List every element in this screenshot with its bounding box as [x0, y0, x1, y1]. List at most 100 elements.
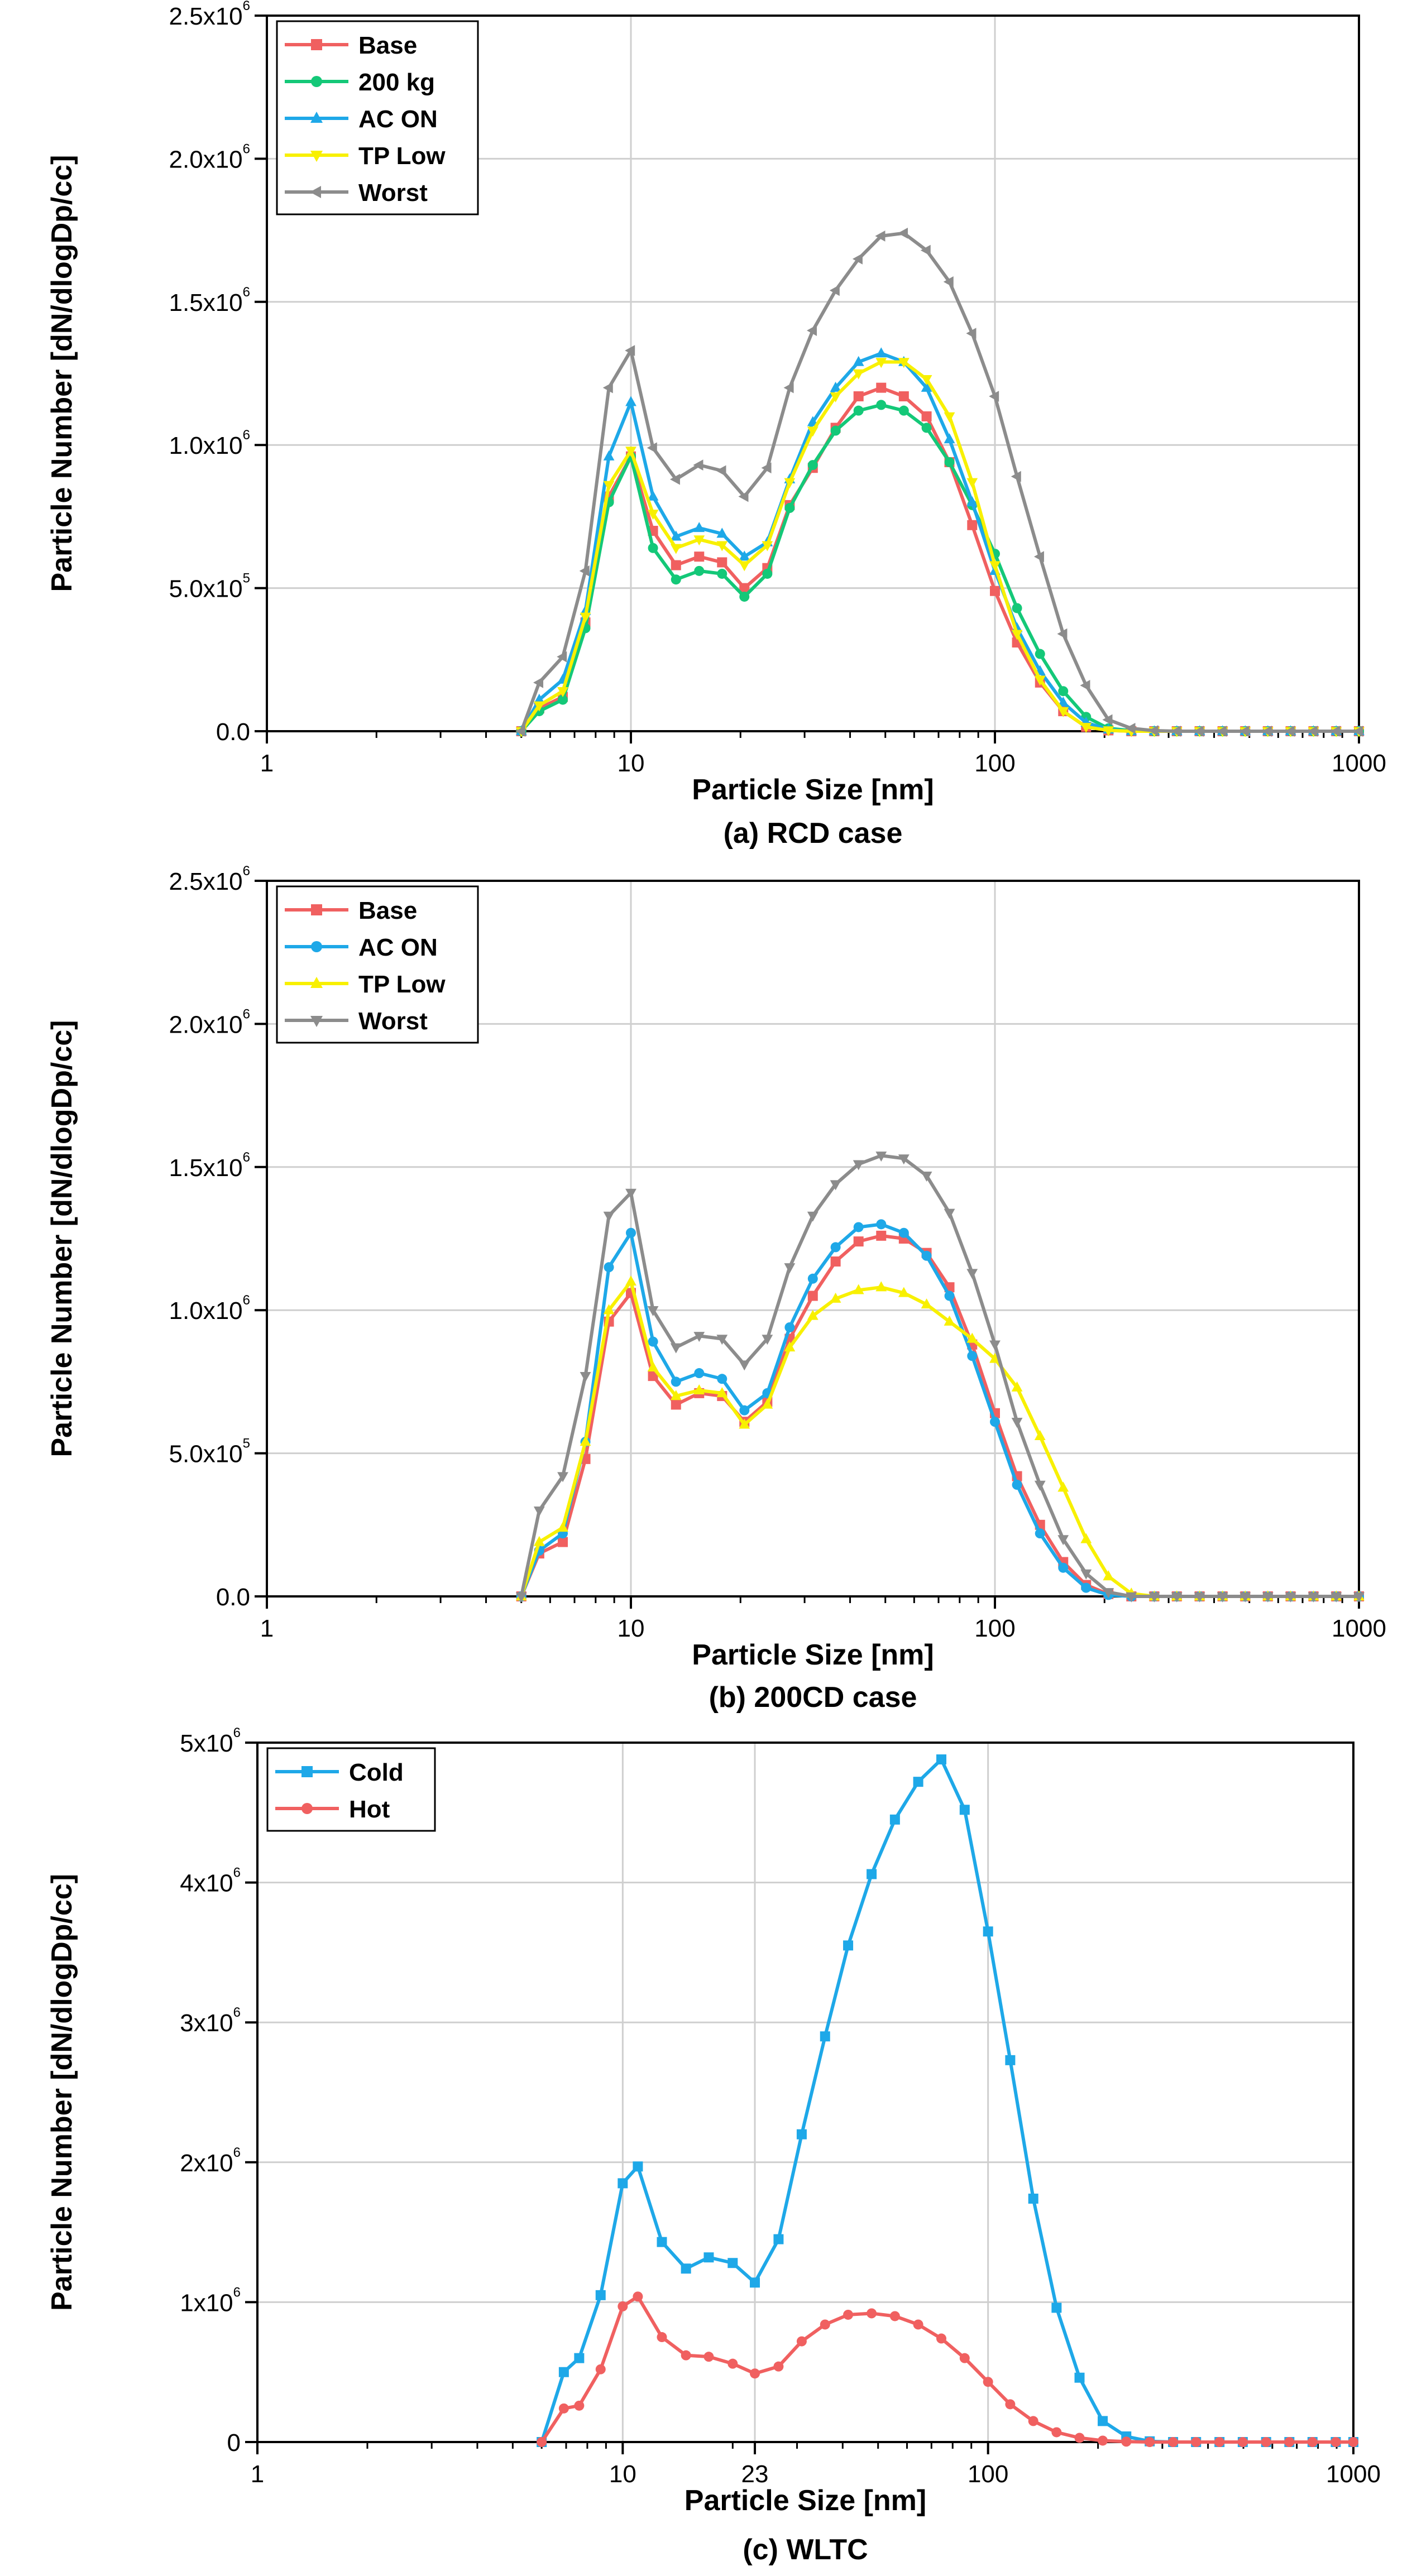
data-point — [944, 1208, 955, 1219]
data-point — [1080, 723, 1092, 733]
legend-label: Worst — [358, 179, 428, 207]
x-tick-label: 1000 — [1326, 2460, 1381, 2488]
data-point — [1057, 696, 1069, 707]
legend: Base 200 kg AC ON TP Low Worst — [276, 20, 479, 215]
data-point — [807, 1211, 819, 1222]
data-point — [898, 1227, 909, 1238]
data-point — [1057, 628, 1068, 640]
legend-label: Base — [358, 897, 417, 924]
data-point — [603, 481, 615, 491]
chart-panel-a: 1 10 100 10000.05.0x1051.0x1061.5x1062.0x10… — [46, 0, 1386, 850]
data-point — [1080, 1533, 1092, 1543]
y-tick-mantissa: 2.0x10 — [169, 1011, 243, 1038]
data-point — [853, 1160, 864, 1171]
x-tick-label: 1000 — [1332, 1615, 1386, 1642]
data-point — [533, 1506, 545, 1517]
data-point — [820, 2319, 830, 2330]
data-point — [669, 473, 680, 485]
data-point — [557, 1522, 568, 1532]
x-tick-label: 10 — [609, 2460, 636, 2488]
data-point — [717, 557, 727, 568]
data-point — [580, 1436, 591, 1446]
data-point — [693, 522, 705, 533]
data-point — [806, 325, 817, 336]
data-point — [876, 400, 887, 410]
y-tick-exponent: 6 — [243, 285, 250, 300]
data-point — [1171, 1592, 1183, 1603]
data-point — [301, 1803, 313, 1814]
data-point — [875, 358, 887, 368]
data-point — [738, 491, 749, 502]
data-point — [580, 1371, 591, 1382]
data-point — [1012, 1480, 1022, 1490]
data-point — [1098, 2416, 1108, 2426]
data-point — [603, 450, 615, 460]
data-point — [648, 1371, 658, 1381]
data-point — [853, 356, 864, 366]
data-point — [1011, 1417, 1023, 1428]
y-tick-exponent: 6 — [243, 0, 250, 13]
data-point — [574, 2400, 585, 2411]
data-point — [875, 1281, 887, 1292]
data-point — [1057, 1481, 1069, 1492]
y-tick-exponent: 6 — [233, 1725, 241, 1740]
y-tick-label: 5.0x105 — [169, 1436, 250, 1468]
data-point — [1262, 1592, 1274, 1603]
data-point — [574, 2353, 585, 2363]
data-point — [967, 1351, 978, 1361]
data-point — [739, 583, 750, 593]
data-point — [1193, 726, 1204, 737]
data-point — [558, 694, 568, 705]
y-tick-label: 2.0x106 — [169, 1006, 250, 1038]
data-point — [557, 687, 568, 698]
legend-item: Worst — [285, 1008, 428, 1035]
legend-box — [266, 1747, 436, 1832]
y-tick-mantissa: 2.5x10 — [169, 3, 243, 30]
data-point — [1057, 1535, 1069, 1546]
data-point — [1035, 1528, 1045, 1539]
y-tick-mantissa: 3x10 — [180, 2009, 233, 2037]
data-point — [1239, 726, 1250, 737]
y-tick-mantissa: 5.0x10 — [169, 575, 243, 603]
data-point — [671, 560, 681, 570]
data-point — [921, 381, 932, 392]
data-point — [1148, 725, 1159, 736]
data-point — [983, 1926, 993, 1937]
y-tick-exponent: 6 — [243, 1006, 250, 1021]
data-point — [1330, 1592, 1342, 1603]
series-line — [519, 1154, 1359, 1598]
legend-label: TP Low — [358, 971, 446, 998]
data-point — [647, 1361, 659, 1371]
y-tick-exponent: 6 — [243, 428, 250, 443]
y-tick-exponent: 6 — [243, 864, 250, 879]
data-point — [681, 2350, 691, 2361]
data-point — [1051, 2302, 1062, 2313]
data-point — [557, 1472, 568, 1483]
data-point — [716, 1387, 728, 1398]
data-point — [716, 465, 726, 477]
data-point — [681, 2263, 691, 2274]
data-point — [966, 478, 978, 488]
series-worst — [515, 1152, 1365, 1603]
data-point — [944, 433, 955, 444]
data-point — [898, 405, 909, 416]
legend: Cold Hot — [266, 1747, 436, 1832]
axis-frame — [256, 1742, 1354, 2443]
data-point — [796, 2336, 807, 2347]
data-point — [739, 550, 750, 561]
legend-item: Cold — [275, 1759, 404, 1786]
y-tick-label: 2.0x106 — [169, 141, 250, 173]
x-tick-label: 100 — [974, 750, 1015, 777]
data-point — [876, 1230, 887, 1241]
data-point — [1011, 471, 1021, 482]
data-point — [773, 2361, 784, 2372]
data-point — [1216, 726, 1227, 737]
chart-caption: (c) WLTC — [743, 2534, 868, 2566]
legend-item: AC ON — [285, 105, 438, 133]
data-point — [1034, 1480, 1046, 1491]
data-point — [820, 2031, 830, 2042]
data-point — [959, 1805, 970, 1815]
data-point — [967, 520, 978, 530]
y-tick-mantissa: 2.0x10 — [169, 146, 243, 173]
